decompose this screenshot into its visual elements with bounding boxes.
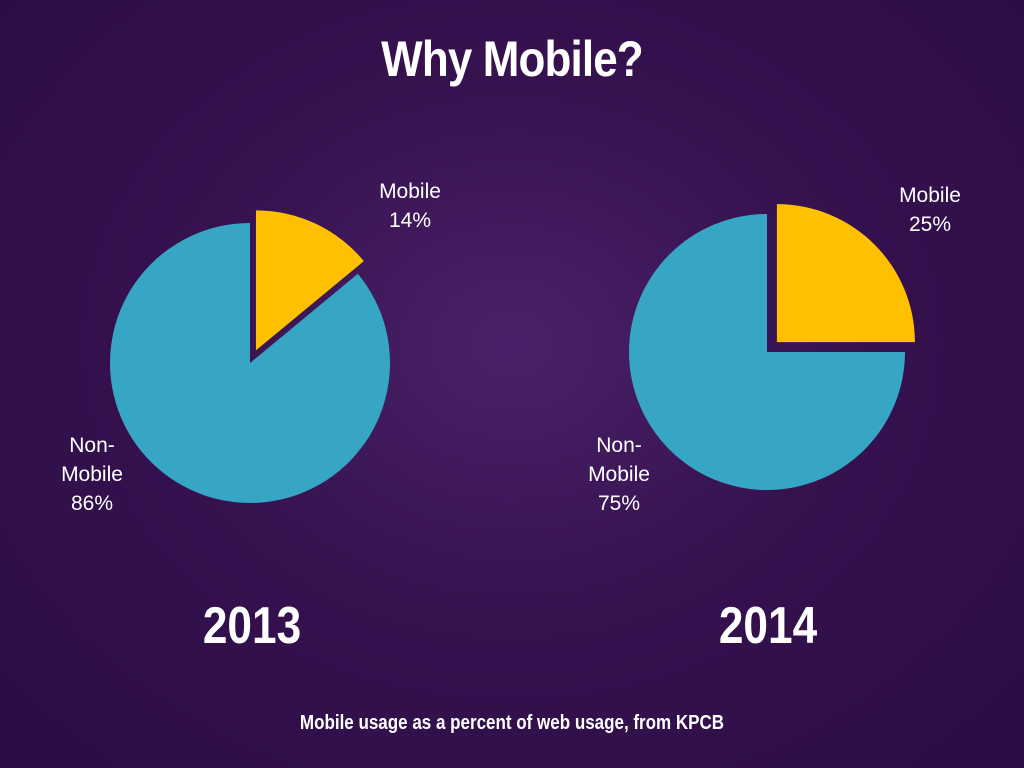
pie-slice-2014-non-mobile xyxy=(629,214,905,490)
pie-slice-2013-mobile xyxy=(255,210,364,351)
chart-title-2014: 2014 xyxy=(718,597,818,655)
pie-label-2013-non-mobile: Non-Mobile 86% xyxy=(61,434,123,515)
pie-label-2014-mobile: Mobile 25% xyxy=(899,184,961,236)
chart-title-2013: 2013 xyxy=(202,597,302,655)
pie-label-2013-mobile: Mobile 14% xyxy=(379,180,441,232)
page-title: Why Mobile? xyxy=(381,31,644,87)
pie-slice-2013-non-mobile xyxy=(109,223,390,503)
source-footnote: Mobile usage as a percent of web usage, … xyxy=(299,712,725,734)
pie-label-2014-non-mobile: Non-Mobile 75% xyxy=(588,434,650,515)
pie-slice-2014-mobile xyxy=(776,204,915,343)
